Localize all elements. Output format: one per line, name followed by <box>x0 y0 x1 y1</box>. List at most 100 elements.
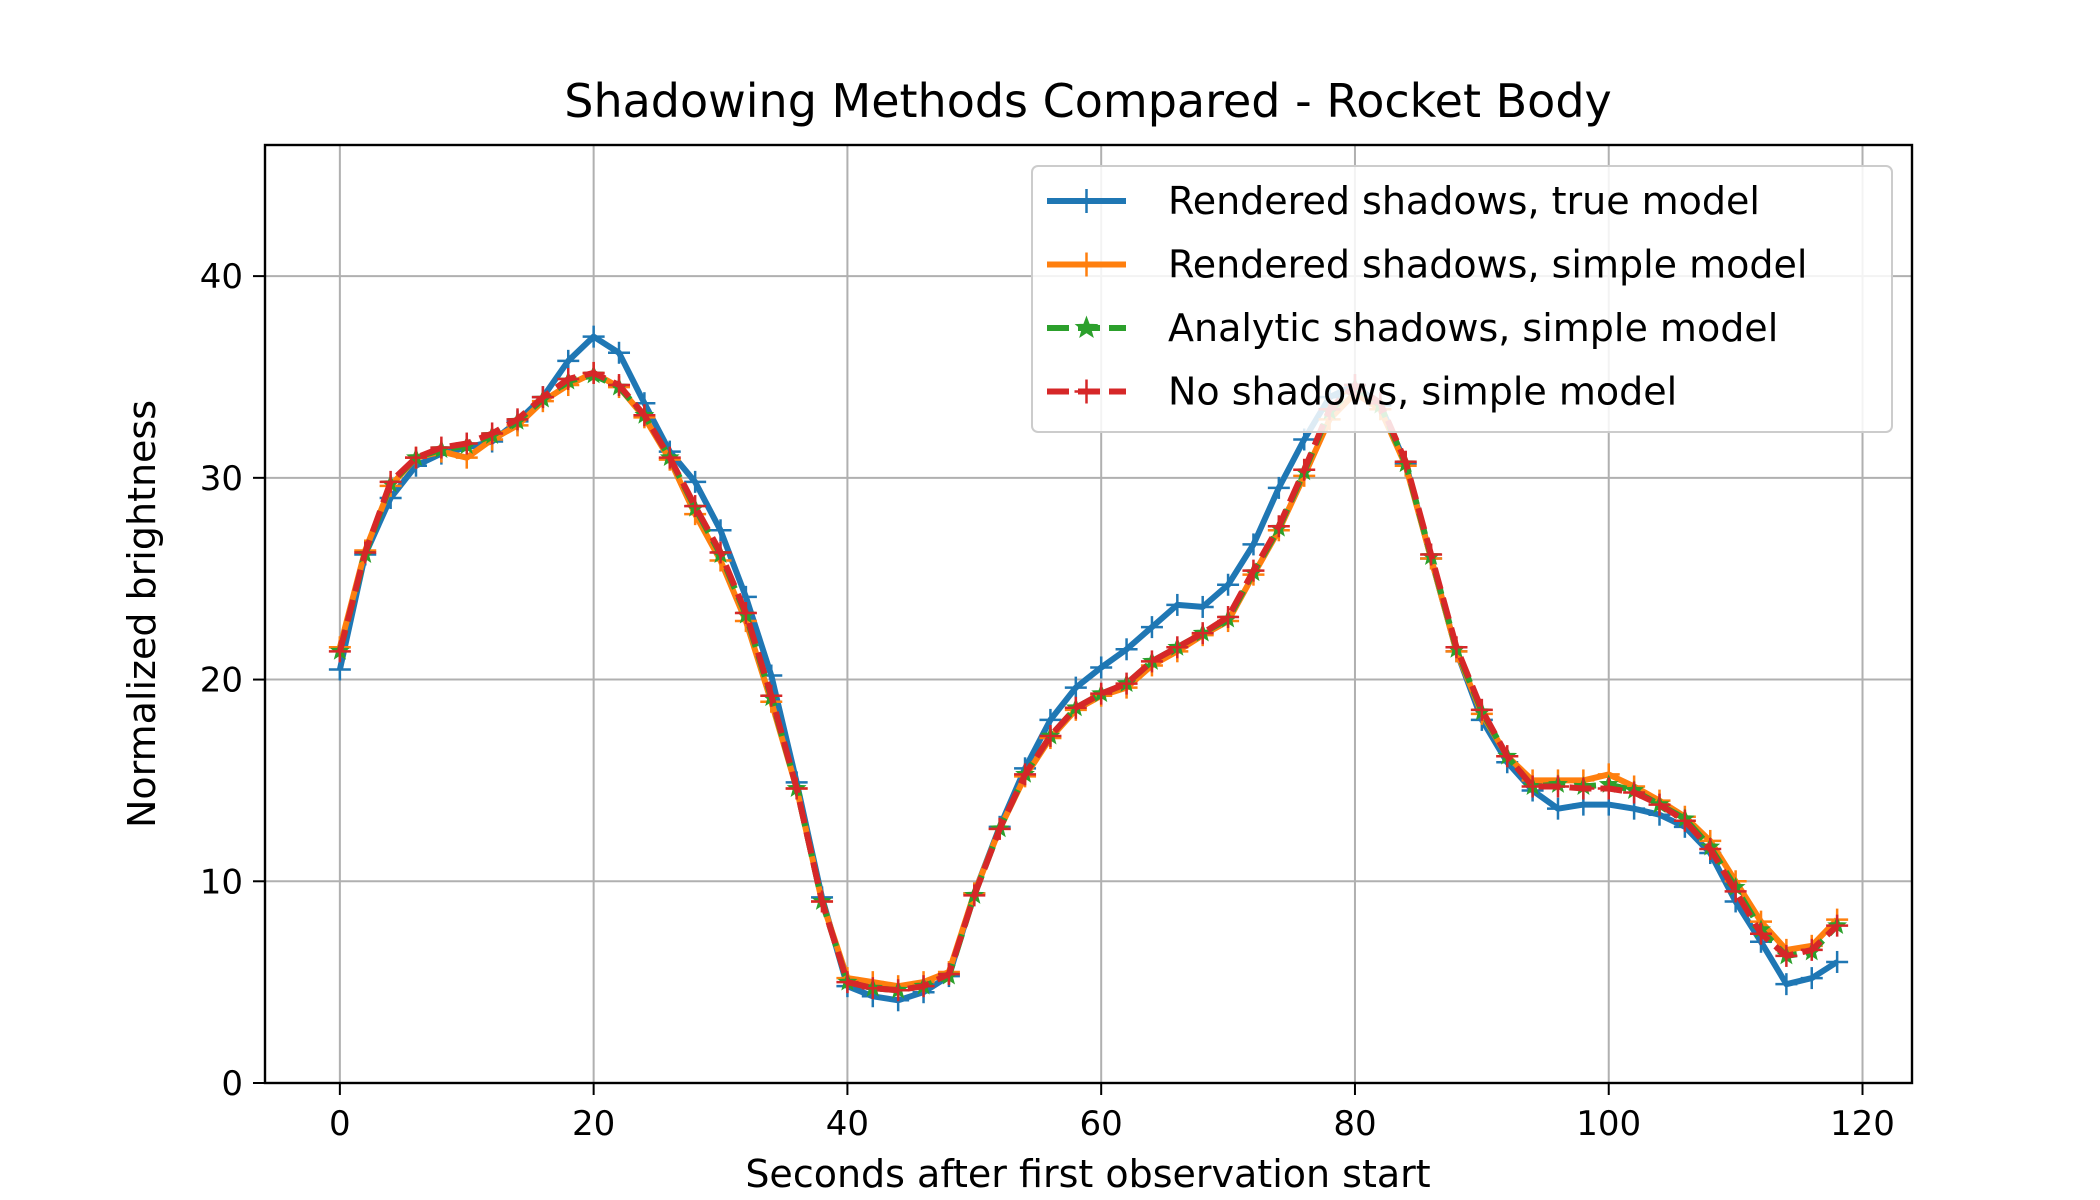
data-point <box>633 404 656 427</box>
data-point <box>1166 636 1189 659</box>
legend-entry-3: Analytic shadows, simple model <box>1047 306 1778 350</box>
data-point <box>785 777 808 800</box>
legend-frame <box>1031 165 1893 433</box>
data-point <box>1242 533 1265 556</box>
data-point <box>684 470 707 493</box>
data-point <box>608 374 631 397</box>
data-point <box>1217 606 1240 629</box>
data-point <box>481 422 504 445</box>
chart-title: Shadowing Methods Compared - Rocket Body <box>564 74 1612 128</box>
x-tick-label: 120 <box>1830 1104 1895 1144</box>
x-tick-label: 40 <box>826 1104 869 1144</box>
data-point <box>1115 672 1138 695</box>
data-point <box>1420 543 1443 566</box>
y-tick-label: 10 <box>200 862 243 902</box>
data-point <box>1394 450 1417 473</box>
data-point <box>379 470 402 493</box>
data-point <box>404 446 427 469</box>
legend-entry-2: Rendered shadows, simple model <box>1047 243 1807 287</box>
legend-entry-1: Rendered shadows, true model <box>1047 179 1760 223</box>
data-point <box>1597 777 1620 800</box>
legend-swatch-marker <box>1074 189 1099 213</box>
data-point <box>1267 515 1290 538</box>
data-point <box>354 541 377 564</box>
data-point <box>861 977 884 1000</box>
data-point <box>1191 622 1214 645</box>
x-axis-label: Seconds after first observation start <box>745 1152 1430 1196</box>
y-axis-ticks: 0 10 20 30 40 <box>200 257 265 1104</box>
data-point <box>1115 638 1138 661</box>
x-tick-label: 0 <box>329 1104 351 1144</box>
legend-swatch-marker <box>1074 252 1099 277</box>
data-point <box>1014 763 1037 786</box>
data-point <box>988 817 1011 840</box>
plot-series <box>328 325 1849 1012</box>
data-point <box>1572 777 1595 800</box>
data-point <box>709 541 732 564</box>
data-point <box>1673 809 1696 832</box>
legend-label: Analytic shadows, simple model <box>1168 306 1778 350</box>
data-point <box>328 640 351 663</box>
series-4 <box>328 361 1849 1002</box>
data-point <box>1800 967 1823 990</box>
data-point <box>937 963 960 986</box>
data-point <box>430 436 453 459</box>
legend-swatch-marker <box>1074 379 1099 404</box>
y-tick-label: 40 <box>200 257 243 297</box>
legend-label: Rendered shadows, simple model <box>1168 243 1807 287</box>
data-point <box>557 367 580 390</box>
data-point <box>1546 797 1569 820</box>
data-point <box>1699 838 1722 861</box>
data-point <box>1470 698 1493 721</box>
data-point <box>1775 973 1798 996</box>
x-tick-label: 20 <box>572 1104 615 1144</box>
data-point <box>1242 559 1265 582</box>
y-tick-label: 30 <box>200 459 243 499</box>
legend: Rendered shadows, true model Rendered sha… <box>1031 165 1893 433</box>
data-point <box>608 341 631 364</box>
data-point <box>1546 775 1569 798</box>
data-point <box>709 519 732 542</box>
data-point <box>1064 676 1087 699</box>
y-tick-label: 20 <box>200 661 243 701</box>
data-point <box>836 971 859 994</box>
data-point <box>1800 938 1823 961</box>
data-point <box>760 684 783 707</box>
data-point <box>887 979 910 1002</box>
data-point <box>455 432 478 455</box>
y-axis-label: Normalized brightness <box>120 400 164 828</box>
data-point <box>582 325 605 348</box>
data-point <box>1191 595 1214 618</box>
data-point <box>1217 573 1240 596</box>
x-axis-ticks: 0 20 40 60 80 100 120 <box>329 1083 1895 1144</box>
y-tick-label: 0 <box>221 1064 243 1104</box>
data-point <box>1496 745 1519 768</box>
x-tick-label: 60 <box>1080 1104 1123 1144</box>
data-point <box>811 890 834 913</box>
data-point <box>1750 922 1773 945</box>
data-point <box>1267 476 1290 499</box>
data-point <box>582 361 605 384</box>
data-point <box>1623 781 1646 804</box>
data-point <box>1293 458 1316 481</box>
data-point <box>1521 775 1544 798</box>
data-point <box>1724 880 1747 903</box>
data-point <box>531 386 554 409</box>
data-point <box>1140 650 1163 673</box>
data-point <box>1090 656 1113 679</box>
data-point <box>1166 593 1189 616</box>
legend-label: Rendered shadows, true model <box>1168 179 1760 223</box>
data-point <box>1826 950 1849 973</box>
data-point <box>1775 944 1798 967</box>
x-tick-label: 100 <box>1576 1104 1641 1144</box>
data-point <box>658 446 681 469</box>
data-point <box>1445 636 1468 659</box>
data-point <box>734 601 757 624</box>
data-point <box>963 884 986 907</box>
data-point <box>1090 682 1113 705</box>
data-point <box>506 408 529 431</box>
legend-entry-4: No shadows, simple model <box>1047 370 1677 414</box>
data-point <box>1039 725 1062 748</box>
legend-label: No shadows, simple model <box>1168 370 1677 414</box>
